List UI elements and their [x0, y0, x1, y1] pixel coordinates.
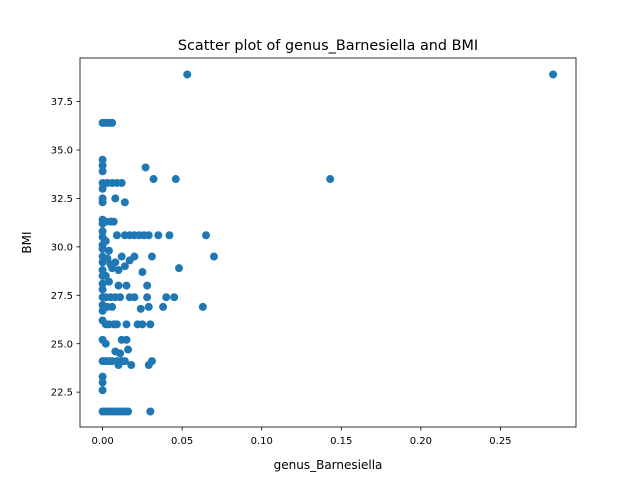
- data-point: [136, 304, 145, 313]
- data-point: [144, 302, 153, 311]
- x-tick-label: 0.20: [410, 436, 432, 447]
- data-point: [120, 262, 129, 271]
- x-tick-label: 0.25: [489, 436, 511, 447]
- data-point: [127, 361, 136, 370]
- data-point: [198, 302, 207, 311]
- y-axis: 22.5 25.0 27.5 30.0 32.5 35.0 37.5: [51, 97, 80, 399]
- data-point: [124, 407, 133, 416]
- data-point: [98, 198, 107, 207]
- data-point: [98, 285, 107, 294]
- data-point: [98, 167, 107, 176]
- y-tick-label: 35.0: [51, 146, 73, 157]
- data-point: [146, 320, 155, 329]
- x-tick-label: 0.00: [91, 436, 113, 447]
- data-point: [124, 345, 133, 354]
- data-point: [143, 281, 152, 290]
- data-point: [159, 302, 168, 311]
- x-tick-label: 0.15: [330, 436, 352, 447]
- y-tick-label: 25.0: [51, 339, 73, 350]
- data-point: [122, 335, 131, 344]
- y-axis-label: BMI: [20, 231, 34, 253]
- data-point: [114, 361, 123, 370]
- data-point: [117, 252, 126, 261]
- data-point: [146, 407, 155, 416]
- data-point: [98, 184, 107, 193]
- data-point: [108, 118, 117, 127]
- y-tick-label: 37.5: [51, 97, 73, 108]
- data-point: [108, 264, 117, 273]
- data-point: [549, 70, 558, 79]
- data-point: [116, 293, 125, 302]
- data-point: [98, 279, 107, 288]
- data-point: [149, 175, 158, 184]
- data-point: [122, 320, 131, 329]
- x-axis-label: genus_Barnesiella: [274, 458, 383, 472]
- data-point: [98, 227, 107, 236]
- data-point: [171, 175, 180, 184]
- data-point: [116, 349, 125, 358]
- data-point: [120, 357, 129, 366]
- data-point: [326, 175, 335, 184]
- data-point: [120, 198, 129, 207]
- data-point: [138, 268, 147, 277]
- x-tick-label: 0.05: [171, 436, 193, 447]
- y-tick-label: 22.5: [51, 388, 73, 399]
- data-point: [174, 264, 183, 273]
- data-point: [162, 293, 171, 302]
- data-point: [98, 244, 107, 253]
- data-point: [114, 266, 123, 275]
- data-point: [98, 161, 107, 170]
- y-tick-label: 32.5: [51, 194, 73, 205]
- data-point: [98, 155, 107, 164]
- x-axis: 0.00 0.05 0.10 0.15 0.20 0.25: [91, 427, 512, 447]
- data-point: [114, 281, 123, 290]
- data-point: [154, 231, 163, 240]
- x-tick-label: 0.10: [251, 436, 273, 447]
- data-point: [144, 361, 153, 370]
- y-tick-label: 30.0: [51, 242, 73, 253]
- data-point: [101, 237, 110, 246]
- data-point: [144, 231, 153, 240]
- points-layer: [98, 70, 558, 416]
- data-point: [202, 231, 211, 240]
- data-point: [112, 231, 121, 240]
- data-point: [104, 246, 113, 255]
- data-point: [98, 372, 107, 381]
- data-point: [170, 293, 179, 302]
- data-point: [209, 252, 218, 261]
- data-point: [112, 320, 121, 329]
- data-point: [183, 70, 192, 79]
- data-point: [130, 252, 139, 261]
- data-point: [109, 217, 118, 226]
- y-tick-label: 27.5: [51, 291, 73, 302]
- chart-title: Scatter plot of genus_Barnesiella and BM…: [178, 38, 478, 54]
- data-point: [165, 231, 174, 240]
- data-point: [111, 194, 120, 203]
- data-point: [130, 293, 139, 302]
- data-point: [147, 252, 156, 261]
- data-point: [122, 281, 131, 290]
- data-point: [141, 163, 150, 172]
- data-point: [111, 258, 120, 267]
- data-point: [98, 378, 107, 387]
- data-point: [108, 302, 117, 311]
- plot-frame: [79, 57, 577, 428]
- data-point: [98, 386, 107, 395]
- data-point: [138, 320, 147, 329]
- data-point: [101, 339, 110, 348]
- data-point: [117, 178, 126, 187]
- data-point: [143, 293, 152, 302]
- data-point: [104, 277, 113, 286]
